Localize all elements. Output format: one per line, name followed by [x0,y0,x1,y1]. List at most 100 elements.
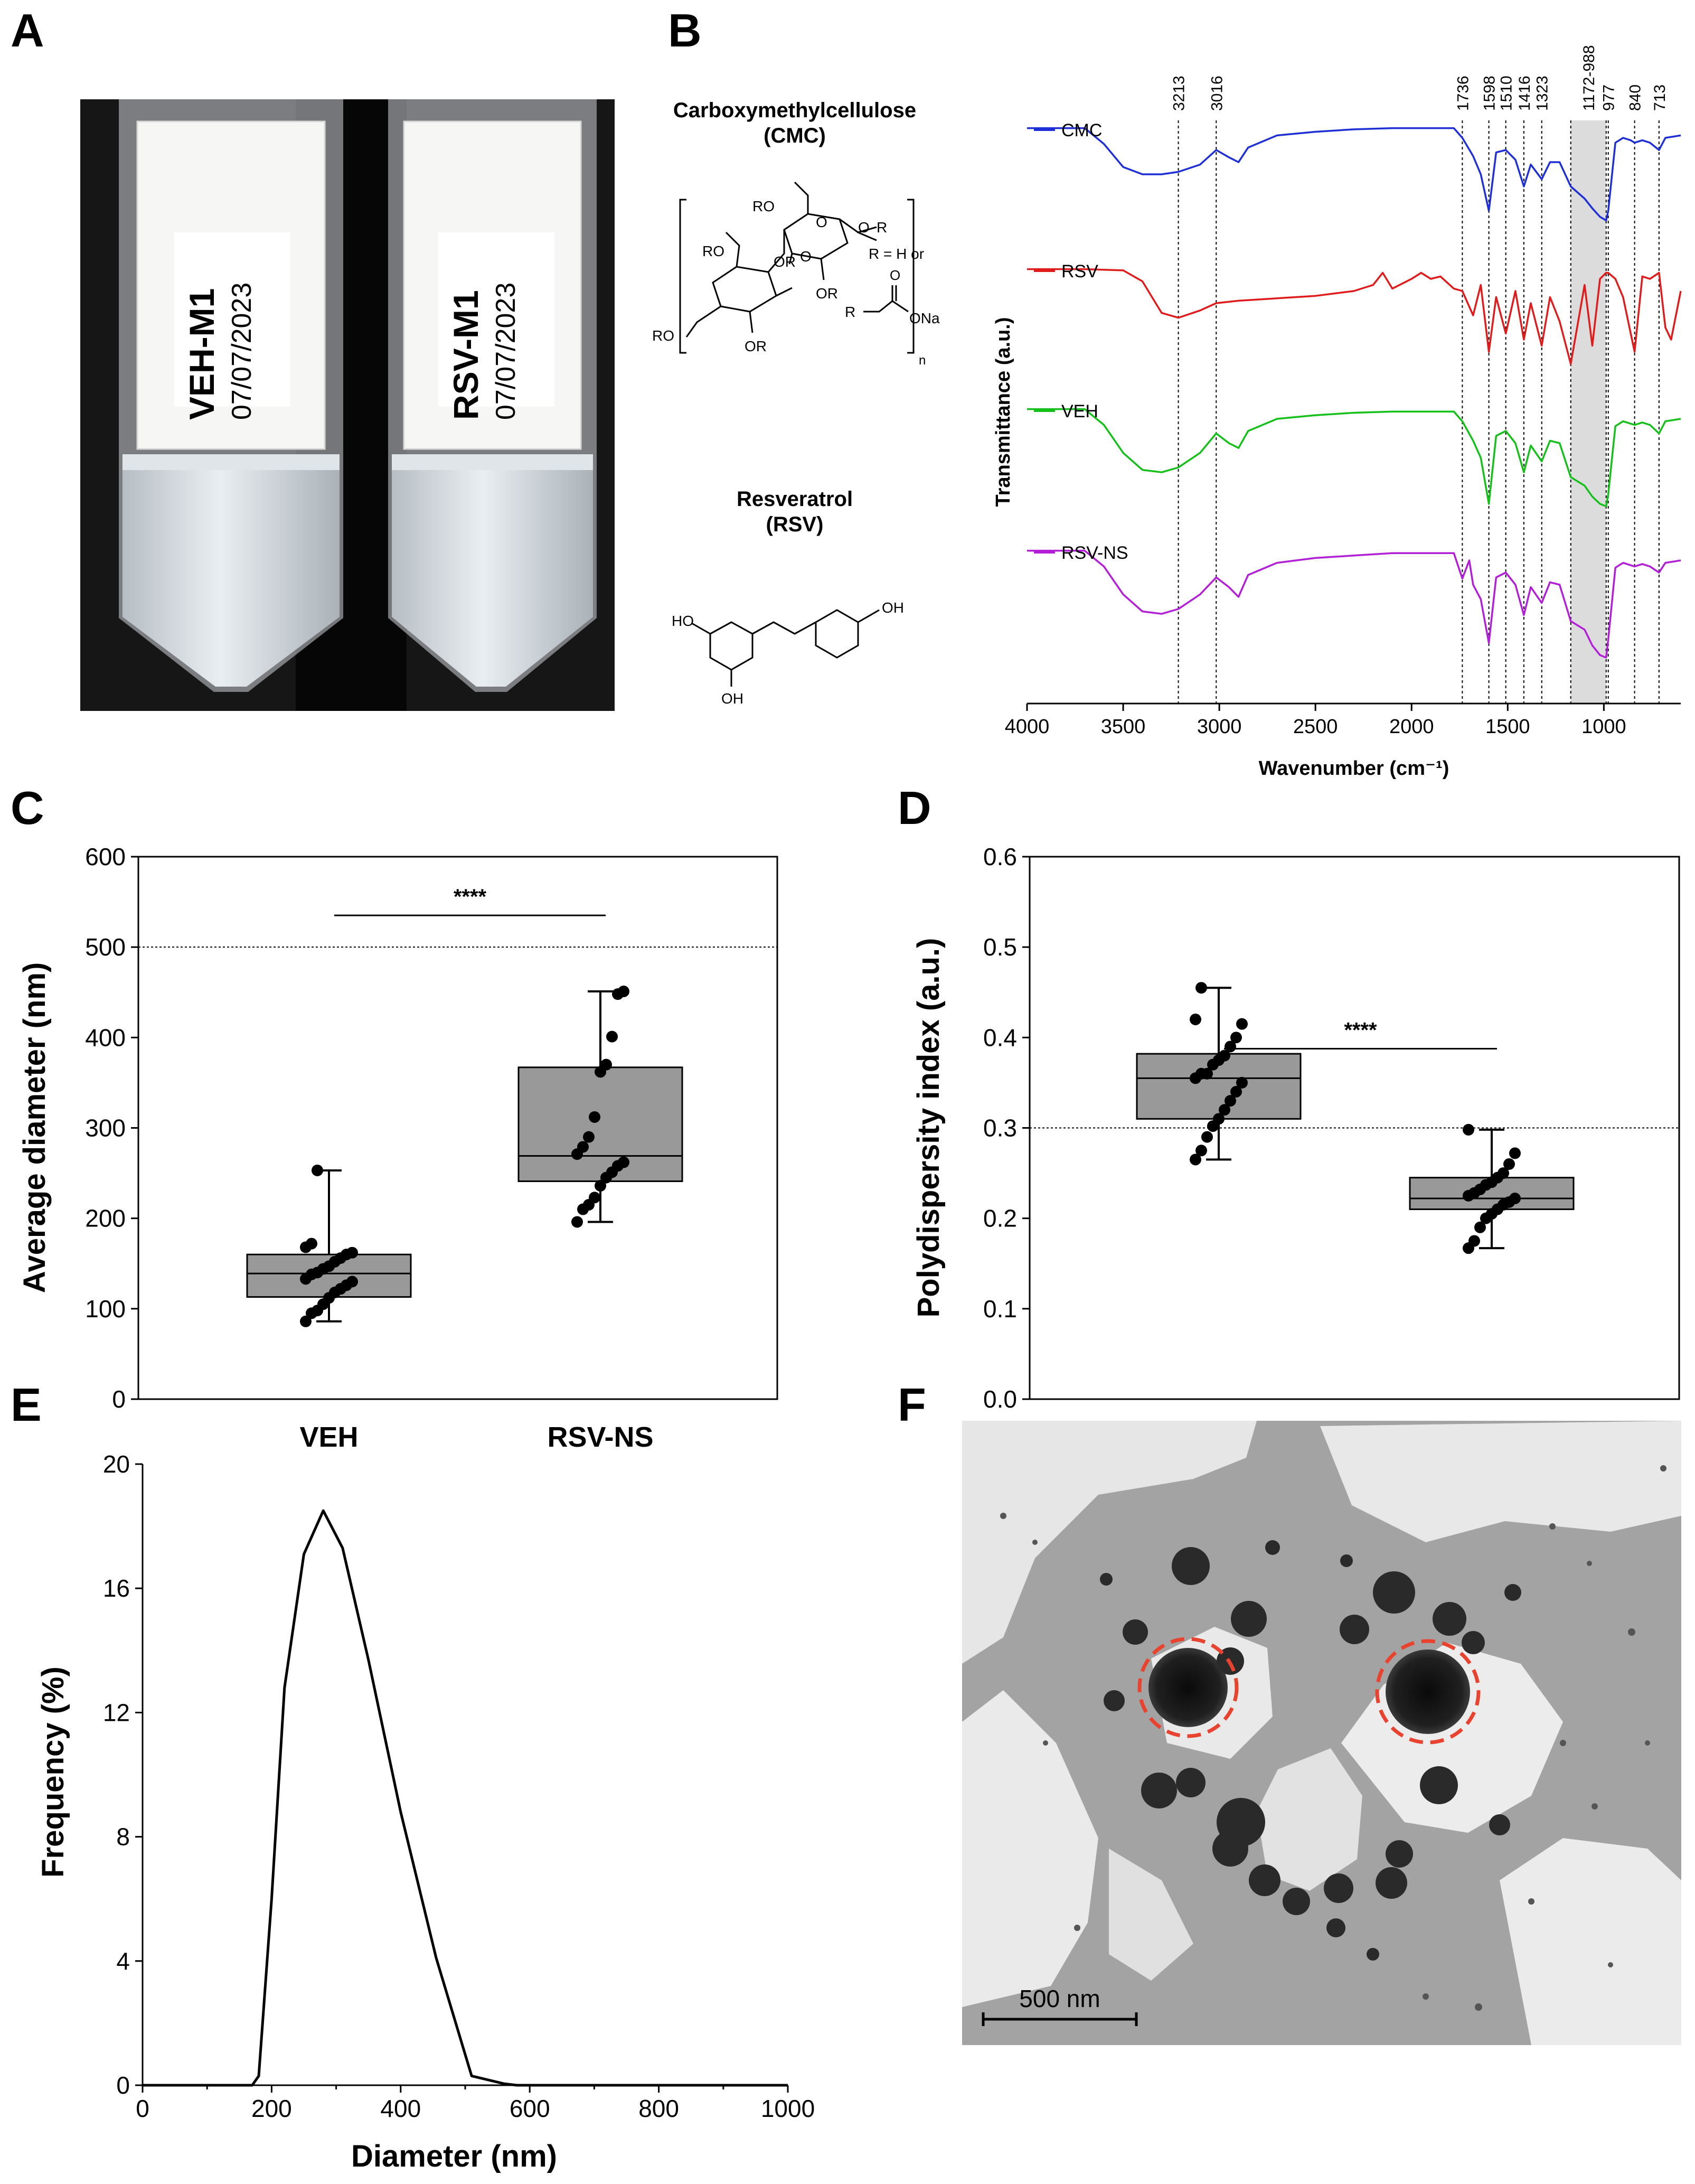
data-point [595,1180,606,1192]
data-point [1213,1113,1225,1125]
panel-letter-b: B [668,4,702,57]
ftir-reference-label: 977 [1600,85,1618,111]
data-point [1468,1235,1480,1247]
ftir-series-line-rsv [1027,268,1682,365]
y-tick-label: 0.2 [983,1205,1017,1232]
d-y-axis-label: Polydispersity index (a.u.) [911,938,946,1318]
y-tick-label: 0.5 [983,933,1017,961]
ftir-y-axis-label: Transmittance (a.u.) [992,317,1014,507]
cmc-atom-o-3: O [858,219,870,236]
data-point [1201,1131,1213,1143]
ftir-chart: 3213 3016 1736 1598 1510 1416 1323 1172-988 977 8… [992,45,1682,780]
data-point [1195,982,1207,994]
y-tick-label: 500 [85,933,126,961]
tube-right [388,99,597,692]
rsv-abbr: (RSV) [766,513,824,536]
e-y-tick-label: 4 [116,1947,130,1975]
cmc-atom-ro-1: RO [752,198,775,214]
cmc-atom-o-1: O [800,248,812,265]
ftir-x-axis-label: Wavenumber (cm⁻¹) [1259,757,1449,780]
ftir-reference-label: 3016 [1208,76,1226,111]
data-point [1236,1076,1248,1089]
cmc-atom-o-2: O [816,214,827,230]
data-point [1230,1086,1242,1098]
rsv-atom-ho: HO [672,613,694,629]
data-point [618,1156,629,1168]
ftir-reference-label: 1172-988 [1580,45,1598,111]
ftir-reference-label: 3213 [1171,76,1188,111]
ftir-series-line-cmc [1027,127,1681,222]
y-tick-label: 600 [85,843,126,870]
y-tick-label: 400 [85,1024,126,1051]
data-point [583,1131,595,1143]
data-point [589,1192,600,1204]
e-x-tick-label: 400 [380,2095,421,2122]
c-y-axis-label: Average diameter (nm) [17,962,52,1293]
rsv-name: Resveratrol [737,488,853,511]
data-point [1509,1193,1521,1205]
e-y-axis-label: Frequency (%) [36,1666,70,1878]
box-rsv-ns [517,1066,683,1182]
panel-a-photo: VEH-M1 07/07/2023 RSV-M1 07/07/2023 [80,99,615,711]
cmc-atom-or-2: OR [774,254,796,270]
cmc-structure [679,181,915,354]
pdi-box-chart: 0.00.10.20.30.40.50.6VEHRSV-NS**** Polyd… [911,843,1680,1453]
ftir-x-tick-label: 1500 [1485,716,1530,738]
cmc-atom-r-2: R [845,304,855,320]
ftir-legend-label-cmc: CMC [1061,120,1102,140]
ftir-x-tick-label: 4000 [1005,716,1050,738]
cmc-atom-ro-2: RO [702,243,724,259]
y-tick-label: 0.1 [983,1295,1017,1323]
x-category-label: RSV-NS [547,1421,653,1453]
e-x-axis-label: Diameter (nm) [351,2139,557,2173]
panel-letter-c: C [11,782,44,834]
ftir-reference-label: 713 [1651,85,1669,111]
data-point [1509,1147,1521,1159]
rsv-atom-oh-1: OH [882,599,904,616]
data-point [1474,1221,1486,1233]
data-point [1219,1104,1230,1116]
data-point [600,1058,612,1071]
ftir-x-tick-label: 3500 [1101,716,1146,738]
data-point [571,1216,583,1228]
diameter-box-chart: 0 100 200 300 400 500 600 VEH RSV-NS **** Average… [17,843,778,1453]
data-point [1230,1032,1242,1044]
ftir-reference-label: 1510 [1498,76,1515,111]
y-tick-label: 300 [85,1114,126,1142]
panel-letter-d: D [898,782,931,834]
e-y-tick-label: 8 [116,1823,130,1851]
e-y-tick-label: 16 [103,1574,130,1602]
cmc-abbr: (CMC) [764,124,826,147]
e-x-tick-label: 200 [251,2095,292,2122]
data-point [1190,1154,1201,1166]
rsv-atom-oh-2: OH [721,690,743,707]
tube-left [119,99,343,692]
e-x-tick-label: 1000 [761,2095,815,2122]
data-point [346,1246,358,1259]
ftir-x-tick-label: 2500 [1293,716,1338,738]
data-point [606,1030,618,1043]
data-point [577,1141,589,1153]
scale-bar-label: 500 nm [1019,1985,1100,2012]
data-point [1463,1123,1474,1136]
y-tick-label: 0.3 [983,1114,1017,1142]
data-point [1503,1158,1515,1170]
panel-f-tem-image: 500 nm [962,1421,1681,2045]
cmc-atom-carbonyl-o: O [890,267,900,283]
cmc-atom-ro-3: RO [652,327,674,344]
panel-letter-e: E [11,1379,42,1431]
e-distribution-line [143,1509,788,2087]
significance-label: **** [454,885,487,908]
cmc-atom-ona: ONa [909,310,940,326]
data-point [312,1164,323,1176]
y-tick-label: 200 [85,1205,126,1232]
e-x-tick-label: 600 [510,2095,550,2122]
x-category-label: VEH [299,1421,358,1453]
ftir-series-line-veh [1027,408,1681,508]
panel-letter-a: A [11,4,44,57]
data-point [306,1238,317,1250]
e-y-tick-label: 0 [116,2071,130,2099]
data-point [589,1111,600,1123]
panel-letter-f: F [898,1379,926,1431]
